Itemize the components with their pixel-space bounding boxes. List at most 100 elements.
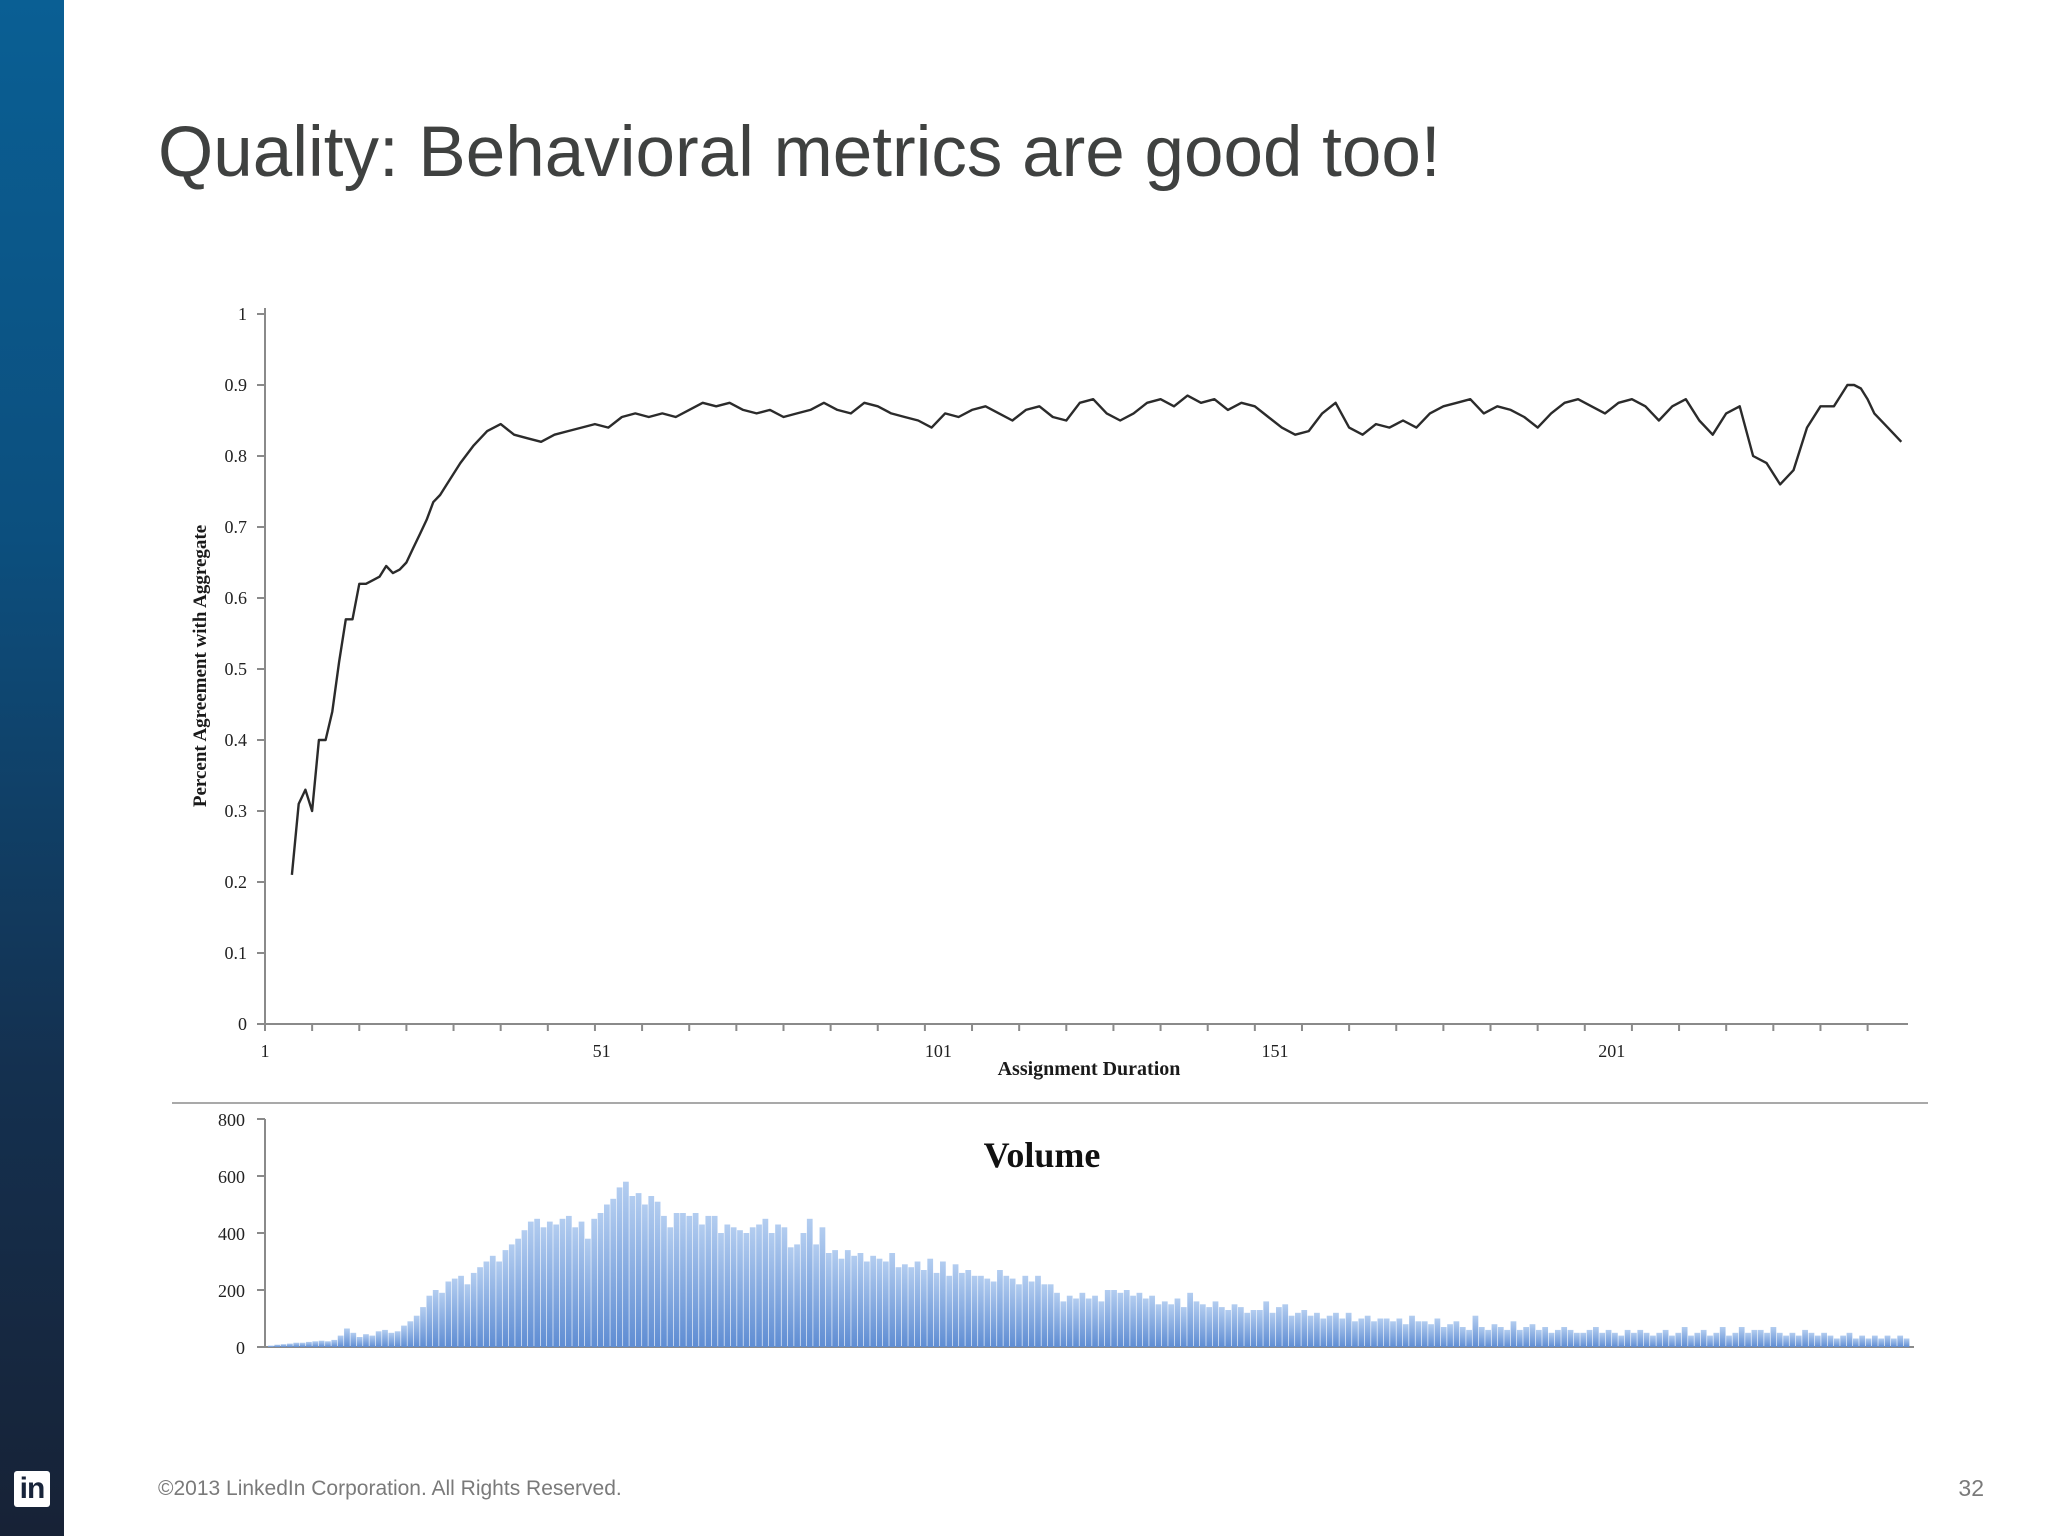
volume-bar [990, 1281, 997, 1347]
slide-title: Quality: Behavioral metrics are good too… [158, 113, 1441, 192]
linkedin-logo-icon: in [14, 1471, 50, 1507]
volume-bar [813, 1244, 819, 1347]
volume-bar [806, 1218, 813, 1348]
volume-bar [1085, 1298, 1092, 1347]
volume-bar [1345, 1312, 1352, 1347]
volume-bar [1865, 1338, 1872, 1347]
volume-bar [737, 1230, 743, 1347]
line-x-tick-label: 51 [593, 1041, 611, 1061]
volume-bar [635, 1193, 642, 1347]
volume-bar [1713, 1332, 1720, 1348]
volume-bar [1808, 1332, 1815, 1348]
volume-bar [1333, 1312, 1339, 1347]
sidebar-band [0, 0, 64, 1536]
volume-bar [464, 1284, 471, 1347]
volume-bar [1193, 1301, 1200, 1347]
volume-bar [1516, 1329, 1523, 1347]
volume-bar [908, 1267, 915, 1347]
volume-bar [1821, 1332, 1827, 1348]
volume-bar [1390, 1321, 1396, 1347]
volume-bar [1371, 1321, 1377, 1347]
volume-bar [1472, 1315, 1479, 1347]
volume-bar [420, 1307, 426, 1347]
volume-bar [1269, 1312, 1276, 1347]
volume-bar [1618, 1335, 1625, 1347]
volume-bar [1593, 1327, 1599, 1347]
bar-y-tick-label: 200 [218, 1281, 245, 1301]
volume-bar [844, 1250, 851, 1347]
volume-bar [445, 1281, 452, 1347]
volume-bar [1054, 1292, 1060, 1347]
line-y-tick-label: 0.8 [225, 446, 248, 466]
volume-bar [388, 1332, 395, 1348]
volume-bar [1276, 1307, 1282, 1347]
volume-bar [439, 1292, 445, 1347]
volume-bar [1884, 1335, 1891, 1347]
volume-bar [1041, 1284, 1048, 1347]
volume-bar [800, 1233, 807, 1347]
volume-bar [686, 1215, 693, 1347]
volume-bar [1688, 1335, 1694, 1347]
volume-bar [394, 1331, 401, 1347]
volume-bar [559, 1218, 566, 1348]
volume-bar [1199, 1304, 1206, 1348]
volume-bar [1187, 1292, 1194, 1347]
volume-bar [743, 1233, 750, 1347]
volume-bar [749, 1227, 756, 1347]
volume-bar [1776, 1332, 1783, 1348]
volume-bar [1738, 1327, 1745, 1347]
volume-bar [1871, 1335, 1878, 1347]
volume-bar [578, 1221, 585, 1347]
volume-bar [502, 1250, 509, 1347]
volume-bar [1098, 1301, 1105, 1347]
volume-bar [933, 1272, 940, 1347]
volume-bar [870, 1255, 877, 1347]
volume-bar [705, 1215, 712, 1347]
volume-bar [1903, 1338, 1910, 1347]
volume-bar [1136, 1292, 1143, 1347]
volume-bar [350, 1332, 357, 1348]
volume-bar [1497, 1327, 1504, 1347]
line-x-tick-label: 201 [1598, 1041, 1625, 1061]
volume-bar [1320, 1318, 1327, 1347]
volume-bar [527, 1221, 534, 1347]
volume-bar [692, 1213, 699, 1347]
volume-bar [458, 1275, 464, 1348]
volume-bar [718, 1233, 724, 1347]
volume-bar [1662, 1329, 1669, 1347]
line-y-tick-label: 1 [238, 304, 247, 324]
volume-bar [1789, 1332, 1796, 1348]
footer-copyright: ©2013 LinkedIn Corporation. All Rights R… [158, 1477, 622, 1500]
volume-bar [819, 1227, 826, 1347]
bar-y-tick-label: 800 [218, 1110, 245, 1130]
volume-bar [451, 1278, 458, 1347]
volume-bar [1218, 1307, 1225, 1347]
volume-bar [1022, 1275, 1029, 1348]
volume-bar [1295, 1312, 1301, 1347]
volume-bar [477, 1267, 483, 1347]
volume-bar [1656, 1332, 1663, 1348]
volume-bar [756, 1224, 762, 1347]
volume-bar [1751, 1329, 1758, 1347]
volume-bar [1016, 1284, 1022, 1347]
volume-bar [1212, 1301, 1219, 1347]
volume-bar [1637, 1329, 1644, 1347]
volume-bar [1301, 1310, 1308, 1347]
volume-bar [1092, 1295, 1098, 1347]
volume-bar [1244, 1312, 1251, 1347]
volume-bar [382, 1329, 388, 1347]
line-y-tick-label: 0.2 [225, 872, 248, 892]
volume-bar [661, 1215, 667, 1347]
volume-bar [1535, 1329, 1542, 1347]
volume-bar [1491, 1324, 1498, 1347]
volume-bar [914, 1261, 921, 1347]
volume-bar [1155, 1304, 1162, 1348]
volume-bar [648, 1196, 655, 1347]
volume-bar [997, 1270, 1003, 1347]
volume-bar [1827, 1335, 1834, 1347]
volume-bar [787, 1247, 794, 1348]
volume-bar [623, 1181, 629, 1347]
volume-bar [1263, 1301, 1270, 1347]
volume-bar [1840, 1335, 1846, 1347]
volume-bar [927, 1258, 934, 1347]
